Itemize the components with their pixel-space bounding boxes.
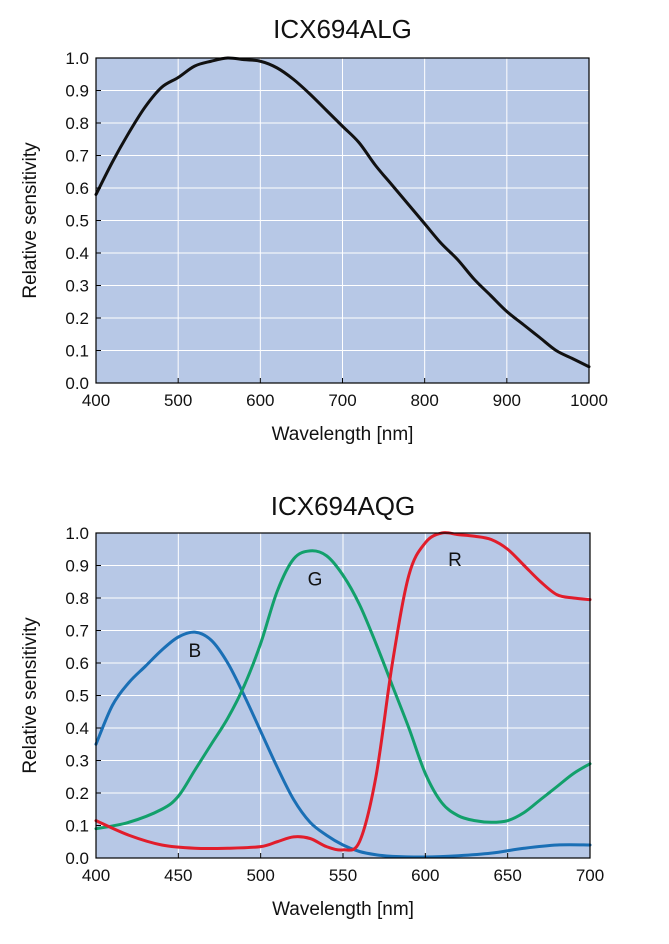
chart1-series-label-b: B bbox=[188, 641, 201, 662]
chart1-series-label-g: G bbox=[308, 570, 323, 591]
chart0-xtick-label-6: 1000 bbox=[570, 391, 608, 410]
chart-icx694aqg: B G R 400 450 500 550 600 650 700 0.0 0.1 0.2 0.3 0.4 0… bbox=[0, 475, 669, 944]
chart1-title: ICX694AQG bbox=[271, 491, 416, 521]
chart0-xtick-label-4: 800 bbox=[410, 391, 438, 410]
chart0-ytick-label-8: 0.8 bbox=[65, 114, 89, 133]
chart-icx694aqg-svg: B G R 400 450 500 550 600 650 700 0.0 0.1 0.2 0.3 0.4 0… bbox=[20, 491, 604, 920]
chart0-ytick-label-3: 0.3 bbox=[65, 277, 89, 296]
chart1-ytick-label-10: 1.0 bbox=[65, 524, 89, 543]
chart0-title: ICX694ALG bbox=[273, 14, 412, 44]
chart0-y-axis-label: Relative sensitivity bbox=[20, 142, 41, 299]
chart1-ytick-label-1: 0.1 bbox=[65, 817, 89, 836]
chart1-xtick-label-0: 400 bbox=[82, 866, 110, 885]
chart-icx694alg-svg: 400 500 600 700 800 900 1000 0.0 0.1 0.2 0.3 0.4 0.5… bbox=[20, 14, 608, 445]
chart1-series-label-r: R bbox=[448, 550, 462, 571]
chart0-xtick-label-1: 500 bbox=[164, 391, 192, 410]
chart0-ytick-label-0: 0.0 bbox=[65, 374, 89, 393]
chart1-ytick-label-6: 0.6 bbox=[65, 654, 89, 673]
chart0-ytick-label-6: 0.6 bbox=[65, 179, 89, 198]
chart0-xtick-label-5: 900 bbox=[493, 391, 521, 410]
chart1-ytick-label-4: 0.4 bbox=[65, 719, 89, 738]
chart0-ytick-label-10: 1.0 bbox=[65, 49, 89, 68]
chart1-ytick-label-0: 0.0 bbox=[65, 849, 89, 868]
chart0-ytick-label-5: 0.5 bbox=[65, 212, 89, 231]
chart0-xtick-label-0: 400 bbox=[82, 391, 110, 410]
chart1-y-axis-label: Relative sensitivity bbox=[20, 617, 41, 774]
chart1-ytick-label-5: 0.5 bbox=[65, 687, 89, 706]
chart0-ytick-label-1: 0.1 bbox=[65, 342, 89, 361]
chart1-series-line-b bbox=[94, 630, 592, 859]
chart0-xtick-label-3: 700 bbox=[328, 391, 356, 410]
chart1-ytick-label-9: 0.9 bbox=[65, 557, 89, 576]
chart0-series-line-mono bbox=[94, 56, 591, 369]
chart1-ytick-label-3: 0.3 bbox=[65, 752, 89, 771]
chart0-ytick-label-4: 0.4 bbox=[65, 244, 89, 263]
chart0-ytick-label-9: 0.9 bbox=[65, 82, 89, 101]
chart1-xtick-label-3: 550 bbox=[329, 866, 357, 885]
chart1-xtick-label-5: 650 bbox=[493, 866, 521, 885]
chart1-xtick-label-4: 600 bbox=[411, 866, 439, 885]
chart1-xtick-label-1: 450 bbox=[164, 866, 192, 885]
chart1-ytick-label-2: 0.2 bbox=[65, 784, 89, 803]
chart1-xtick-label-6: 700 bbox=[576, 866, 604, 885]
chart1-series-line-g bbox=[94, 549, 592, 831]
chart1-x-axis-label: Wavelength [nm] bbox=[272, 899, 414, 920]
chart1-ytick-label-7: 0.7 bbox=[65, 622, 89, 641]
chart0-ytick-label-7: 0.7 bbox=[65, 147, 89, 166]
chart0-xtick-label-2: 600 bbox=[246, 391, 274, 410]
chart1-ytick-label-8: 0.8 bbox=[65, 589, 89, 608]
chart1-xtick-label-2: 500 bbox=[246, 866, 274, 885]
chart1-series-line-r bbox=[94, 531, 592, 852]
chart0-x-axis-label: Wavelength [nm] bbox=[272, 424, 414, 445]
chart-icx694alg: 400 500 600 700 800 900 1000 0.0 0.1 0.2 0.3 0.4 0.5… bbox=[0, 0, 669, 460]
chart0-ytick-label-2: 0.2 bbox=[65, 309, 89, 328]
